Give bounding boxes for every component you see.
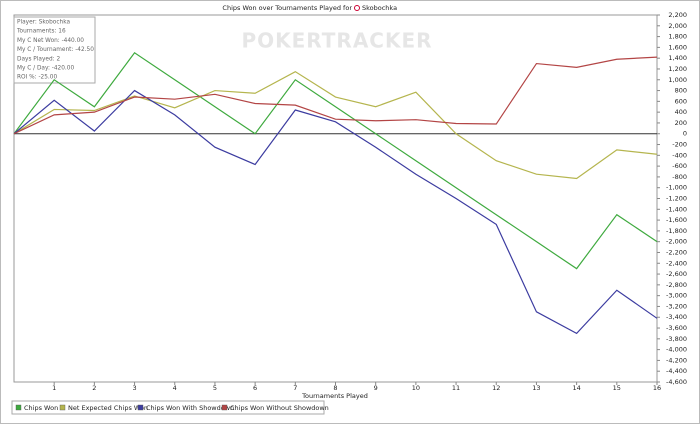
chart-title: Chips Won over Tournaments Played for: [222, 4, 352, 12]
y-tick-label: -400: [672, 151, 687, 159]
legend-swatch: [137, 404, 144, 411]
y-tick-label: 2,000: [668, 22, 687, 30]
y-tick-label: 400: [675, 108, 687, 116]
x-tick-label: 13: [532, 384, 540, 392]
info-line: My C / Tournament: -42.50: [17, 47, 94, 53]
y-tick-label: -1,600: [666, 216, 687, 224]
info-line: My C / Day: -420.00: [17, 66, 74, 72]
player-icon: [354, 5, 360, 11]
x-tick-label: 10: [412, 384, 420, 392]
y-tick-label: -4,400: [666, 367, 687, 375]
x-tick-label: 11: [452, 384, 460, 392]
legend-swatch: [59, 404, 66, 411]
y-tick-label: -2,200: [666, 248, 687, 256]
chart-title-name: Skobochka: [362, 4, 397, 12]
series-line: [13, 89, 658, 335]
legend-swatch: [15, 404, 22, 411]
x-tick-label: 8: [333, 384, 337, 392]
y-tick-label: 200: [675, 119, 687, 127]
y-tick-label: -3,600: [666, 324, 687, 332]
y-tick-label: 1,400: [668, 54, 687, 62]
y-tick-label: -3,200: [666, 302, 687, 310]
y-tick-label: -600: [672, 162, 687, 170]
y-tick-label: 1,800: [668, 33, 687, 41]
info-line: Player: Skobochka: [17, 20, 70, 26]
x-tick-label: 3: [132, 384, 136, 392]
y-tick-label: 800: [675, 87, 687, 95]
y-tick-label: 1,000: [668, 76, 687, 84]
legend-label: Net Expected Chips Won: [68, 404, 148, 412]
y-tick-label: 600: [675, 97, 687, 105]
legend: [11, 400, 325, 415]
y-tick-label: -2,400: [666, 259, 687, 267]
x-axis-label: Tournaments Played: [301, 392, 368, 400]
x-tick-label: 15: [613, 384, 621, 392]
y-tick-label: -2,000: [666, 238, 687, 246]
legend-label: Chips Won With Showdown: [146, 404, 234, 412]
series-line: [13, 70, 658, 180]
y-tick-label: -3,800: [666, 335, 687, 343]
y-tick-label: -1,000: [666, 184, 687, 192]
y-tick-label: -800: [672, 173, 687, 181]
series-line: [13, 51, 658, 270]
y-tick-label: -2,600: [666, 270, 687, 278]
x-tick-label: 1: [52, 384, 56, 392]
info-line: Days Played: 2: [17, 56, 60, 62]
legend-label: Chips Won Without Showdown: [230, 404, 329, 412]
x-tick-label: 16: [653, 384, 661, 392]
x-tick-label: 9: [374, 384, 378, 392]
info-line: ROI %: -25.00: [17, 75, 57, 81]
watermark: POKERTRACKER: [241, 29, 432, 53]
y-tick-label: -2,800: [666, 281, 687, 289]
y-tick-label: 1,600: [668, 43, 687, 51]
x-tick-label: 7: [293, 384, 297, 392]
y-tick-label: -4,600: [666, 378, 687, 386]
y-tick-label: -4,200: [666, 356, 687, 364]
legend-label: Chips Won: [24, 404, 58, 412]
y-tick-label: -4,000: [666, 346, 687, 354]
x-tick-label: 5: [213, 384, 217, 392]
x-tick-label: 12: [492, 384, 500, 392]
x-tick-label: 6: [253, 384, 257, 392]
y-tick-label: 0: [683, 130, 687, 138]
y-tick-label: -1,800: [666, 227, 687, 235]
y-tick-label: 1,200: [668, 65, 687, 73]
legend-swatch: [221, 404, 228, 411]
x-tick-label: 2: [92, 384, 96, 392]
y-tick-label: 2,200: [668, 11, 687, 19]
series-line: [13, 56, 658, 135]
info-box: [13, 16, 96, 84]
y-tick-label: -3,000: [666, 292, 687, 300]
info-line: My C Net Won: -440.00: [17, 38, 84, 44]
y-tick-label: -200: [672, 141, 687, 149]
info-line: Tournaments: 16: [16, 29, 66, 35]
y-tick-label: -1,400: [666, 205, 687, 213]
x-tick-label: 4: [173, 384, 177, 392]
y-tick-label: -1,200: [666, 195, 687, 203]
x-tick-label: 14: [572, 384, 580, 392]
y-tick-label: -3,400: [666, 313, 687, 321]
